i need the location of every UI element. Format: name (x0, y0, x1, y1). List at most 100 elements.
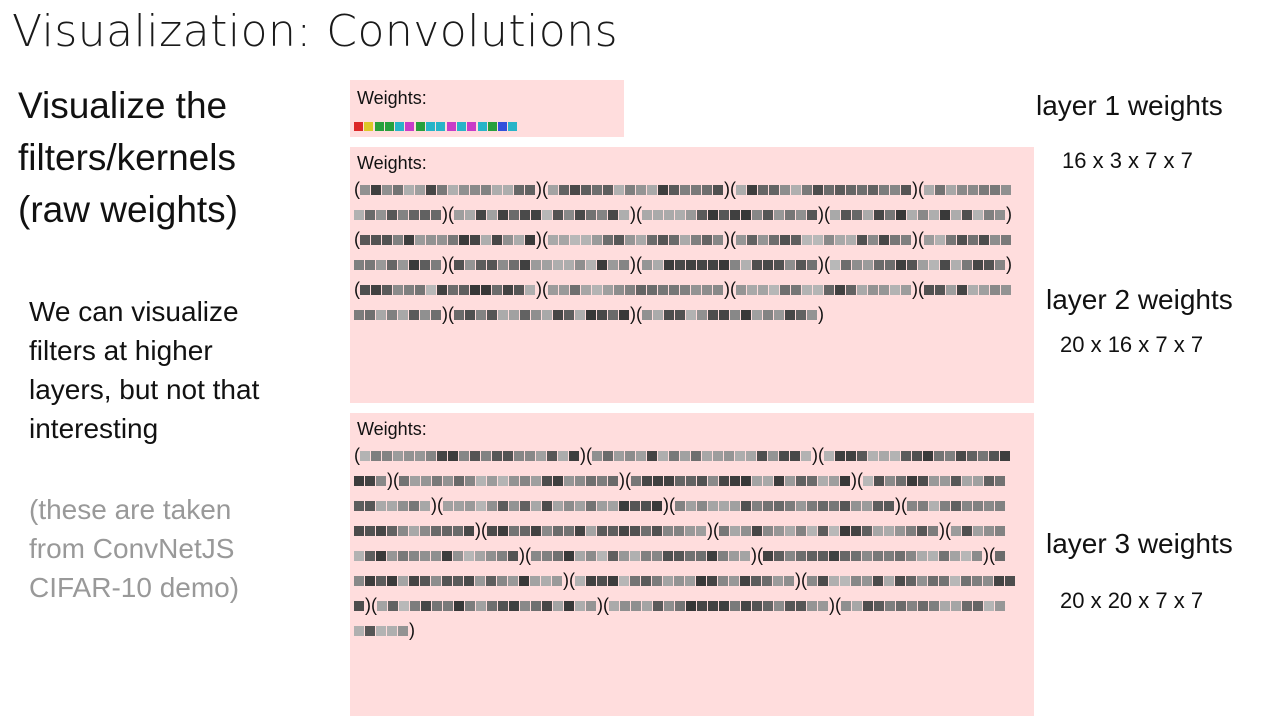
filter-thumbnail-icon (857, 284, 867, 295)
filter-thumbnail-icon (873, 550, 883, 561)
open-paren: ( (625, 470, 631, 490)
filter-thumbnail-icon (718, 550, 728, 561)
filter-thumbnail-icon (465, 209, 475, 220)
filter-thumbnail-icon (741, 600, 751, 611)
filter-thumbnail-icon (675, 209, 685, 220)
filter-thumbnail-icon (431, 209, 441, 220)
filter-thumbnail-icon (763, 259, 773, 270)
filter-thumbnail-icon (508, 550, 518, 561)
close-paren: ) (724, 229, 730, 249)
filter-thumbnail-icon (896, 475, 906, 486)
filter-thumbnail-icon (685, 575, 695, 586)
filter-thumbnail-icon (851, 575, 861, 586)
filter-thumbnail-icon (575, 209, 585, 220)
filter-thumbnail-icon (448, 450, 458, 461)
filter-thumbnail-icon (542, 309, 552, 320)
filter-thumbnail-icon (983, 575, 993, 586)
filter-thumbnail-icon (807, 500, 817, 511)
filter-thumbnail-icon (404, 450, 414, 461)
filter-thumbnail-icon (763, 475, 773, 486)
filter-thumbnail-icon (553, 309, 563, 320)
filter-thumbnail-icon (553, 209, 563, 220)
open-paren: ( (542, 279, 548, 299)
filter-thumbnail-icon (691, 234, 701, 245)
filter-thumbnail-icon (951, 209, 961, 220)
filter-thumbnail-icon (785, 600, 795, 611)
filter-thumbnail-icon (553, 500, 563, 511)
filter-thumbnail-icon (807, 209, 817, 220)
filter-thumbnail-icon (736, 184, 746, 195)
filter-thumbnail-icon (464, 575, 474, 586)
filter-thumbnail-icon (791, 184, 801, 195)
filter-thumbnail-icon (575, 309, 585, 320)
filter-thumbnail-icon (625, 284, 635, 295)
filter-row: )()() (354, 302, 1012, 327)
filter-thumbnail-icon (957, 184, 967, 195)
filter-thumbnail-icon (608, 550, 618, 561)
filter-thumbnail-icon (492, 450, 502, 461)
filter-thumbnail-icon (398, 259, 408, 270)
filter-thumbnail-icon (929, 600, 939, 611)
filter-thumbnail-icon (487, 122, 497, 131)
filter-thumbnail-icon (509, 309, 519, 320)
layer1-weights-panel: Weights: (350, 80, 624, 137)
filter-thumbnail-icon (393, 450, 403, 461)
filter-thumbnail-icon (520, 525, 530, 536)
filter-thumbnail-icon (509, 209, 519, 220)
filter-thumbnail-icon (619, 500, 629, 511)
filter-thumbnail-icon (371, 450, 381, 461)
filter-thumbnail-icon (774, 309, 784, 320)
filter-thumbnail-icon (552, 575, 562, 586)
filter-thumbnail-icon (796, 600, 806, 611)
filter-thumbnail-icon (437, 284, 447, 295)
filter-thumbnail-icon (464, 550, 474, 561)
filter-thumbnail-icon (382, 284, 392, 295)
filter-thumbnail-icon (674, 550, 684, 561)
filter-thumbnail-icon (630, 575, 640, 586)
filter-thumbnail-icon (923, 450, 933, 461)
filter-thumbnail-icon (950, 550, 960, 561)
filter-thumbnail-icon (525, 284, 535, 295)
filter-thumbnail-icon (702, 234, 712, 245)
filter-thumbnail-icon (874, 600, 884, 611)
open-paren: ( (901, 495, 907, 515)
filter-thumbnail-icon (426, 184, 436, 195)
filter-thumbnail-icon (354, 122, 363, 131)
filter-thumbnail-icon (476, 500, 486, 511)
filter-thumbnail-icon (917, 525, 927, 536)
filter-thumbnail-icon (586, 475, 596, 486)
filter-thumbnail-icon (1005, 575, 1015, 586)
filter-thumbnail-icon (857, 184, 867, 195)
filter-thumbnail-icon (719, 209, 729, 220)
filter-thumbnail-icon (476, 209, 486, 220)
filter-thumbnail-icon (791, 234, 801, 245)
close-paren: ) (536, 229, 542, 249)
close-paren: ) (519, 545, 525, 565)
close-paren: ) (1006, 254, 1012, 274)
open-paren: ( (448, 304, 454, 324)
filter-thumbnail-icon (420, 209, 430, 220)
close-paren: ) (912, 179, 918, 199)
filter-thumbnail-icon (398, 309, 408, 320)
filter-thumbnail-icon (653, 309, 663, 320)
filter-thumbnail-icon (807, 259, 817, 270)
filter-thumbnail-icon (608, 475, 618, 486)
filter-thumbnail-icon (658, 234, 668, 245)
filter-thumbnail-icon (542, 209, 552, 220)
filter-thumbnail-icon (575, 600, 585, 611)
filter-thumbnail-icon (398, 209, 408, 220)
filter-thumbnail-icon (570, 284, 580, 295)
filter-thumbnail-icon (630, 550, 640, 561)
filter-thumbnail-icon (962, 500, 972, 511)
filter-thumbnail-icon (642, 475, 652, 486)
filter-thumbnail-icon (387, 575, 397, 586)
filter-thumbnail-icon (364, 122, 374, 131)
filter-grid: ()()()()()()()()()()()()()()()()()()()() (354, 443, 1016, 643)
filter-thumbnail-icon (431, 259, 441, 270)
filter-thumbnail-icon (956, 450, 966, 461)
filter-thumbnail-icon (885, 600, 895, 611)
open-paren: ( (818, 445, 824, 465)
filter-thumbnail-icon (680, 184, 690, 195)
filter-thumbnail-icon (371, 284, 381, 295)
filter-thumbnail-icon (420, 575, 430, 586)
